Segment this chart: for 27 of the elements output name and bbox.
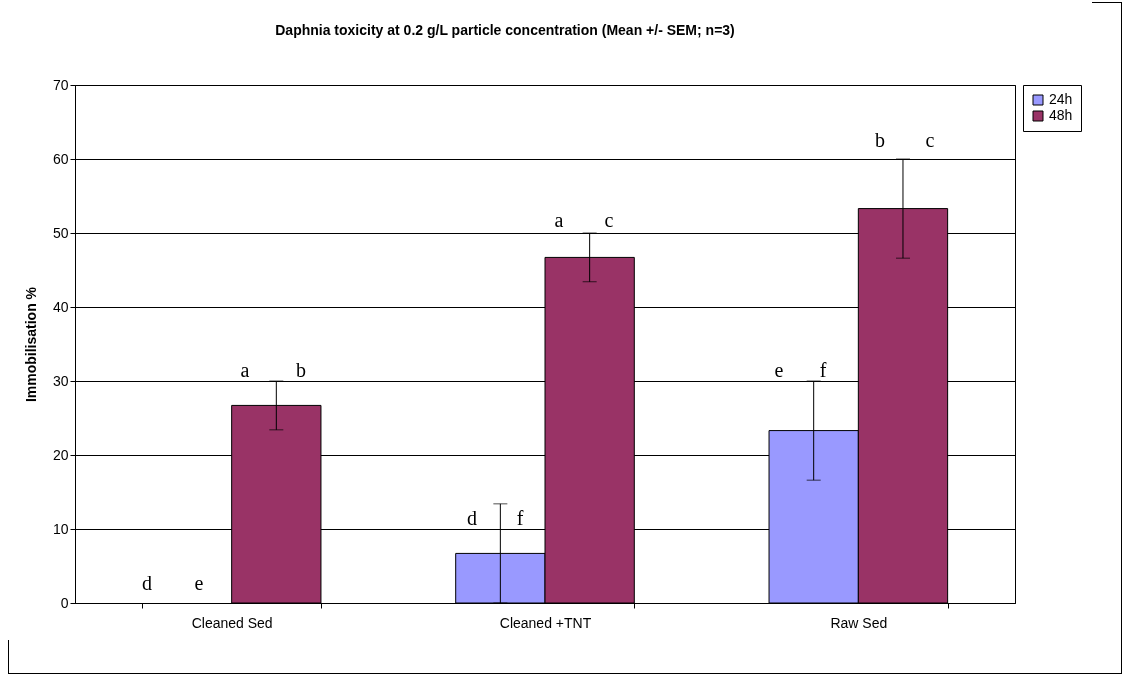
annotation: a	[240, 359, 250, 381]
y-tick-label: 10	[52, 520, 69, 537]
annotation: d	[142, 572, 152, 594]
y-tick-label: 50	[52, 224, 69, 241]
legend-label: 48h	[1049, 107, 1073, 123]
x-tick-label: Cleaned Sed	[191, 614, 273, 631]
annotation: b	[875, 129, 885, 151]
y-tick-label: 70	[52, 76, 69, 93]
y-tick-label: 40	[52, 298, 69, 315]
annotation: e	[774, 359, 784, 381]
annotation: c	[604, 209, 614, 231]
x-tick-label: Raw Sed	[830, 614, 888, 631]
annotation: f	[819, 359, 827, 381]
annotation: c	[925, 129, 935, 151]
y-tick-label: 60	[52, 150, 69, 167]
y-tick-label: 0	[60, 594, 69, 611]
y-tick-label: 20	[52, 446, 69, 463]
annotation: f	[516, 507, 524, 529]
x-tick-label: Cleaned +TNT	[499, 614, 592, 631]
annotation: b	[296, 359, 306, 381]
annotation: d	[467, 507, 477, 529]
y-axis-title: Immobilisation %	[22, 286, 39, 403]
annotation: a	[554, 209, 564, 231]
legend-label: 24h	[1049, 91, 1073, 107]
annotation: e	[194, 572, 204, 594]
chart-title: Daphnia toxicity at 0.2 g/L particle concentration (Mean +/- SEM; n=3)	[275, 22, 735, 38]
y-tick-label: 30	[52, 372, 69, 389]
